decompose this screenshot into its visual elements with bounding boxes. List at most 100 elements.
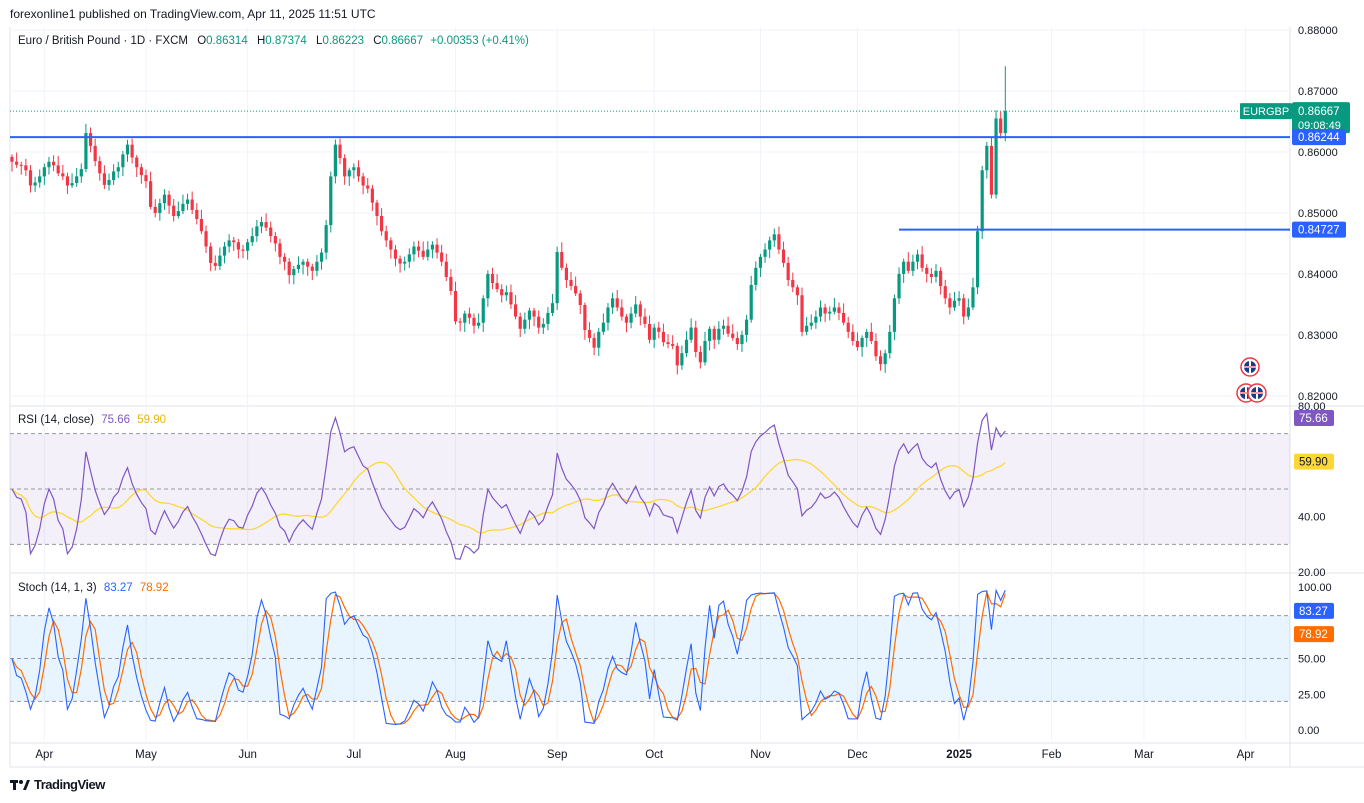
candle-body xyxy=(51,161,56,166)
candle-body xyxy=(735,337,739,345)
price-tick-label: 0.86000 xyxy=(1298,147,1338,159)
economic-events[interactable] xyxy=(1236,357,1267,403)
candle-body xyxy=(79,169,83,177)
candle-body xyxy=(398,258,402,264)
candle-body xyxy=(915,254,920,262)
tradingview-footer[interactable]: TradingView xyxy=(10,777,105,792)
candle-body xyxy=(287,261,291,276)
candle-body xyxy=(708,328,712,341)
candle-body xyxy=(467,313,471,318)
level-badge-bg xyxy=(1292,221,1346,238)
candle-body xyxy=(356,167,361,177)
candle-body xyxy=(15,161,19,165)
candle-body xyxy=(319,252,324,262)
rsi-series xyxy=(11,411,1006,560)
candle-body xyxy=(412,246,416,255)
candle-body xyxy=(805,325,809,332)
candle-body xyxy=(333,144,337,177)
candle-body xyxy=(837,307,841,313)
low-value: 0.86223 xyxy=(322,35,365,47)
candle-body xyxy=(855,340,860,348)
candle-body xyxy=(694,327,698,352)
candle-body xyxy=(352,167,356,171)
candle-body xyxy=(384,231,388,241)
candle-body xyxy=(65,176,70,186)
candle-body xyxy=(232,240,236,243)
candle-body xyxy=(28,170,33,186)
candle-body xyxy=(282,256,287,262)
candle-body xyxy=(763,249,767,257)
candle-body xyxy=(578,293,582,306)
candle-body xyxy=(84,133,88,170)
rsi-legend[interactable]: RSI (14, close) 75.66 59.90 xyxy=(18,414,166,426)
candle-body xyxy=(393,249,398,259)
candle-body xyxy=(740,334,744,345)
candle-body xyxy=(902,261,906,274)
candle-body xyxy=(962,298,966,317)
candle-body xyxy=(162,194,167,204)
rsi-line xyxy=(11,411,1006,560)
symbol-title[interactable]: Euro / British Pound · 1D · FXCM xyxy=(18,35,188,47)
candle-body xyxy=(463,313,467,323)
time-tick-label: Jul xyxy=(347,749,362,761)
candle-body xyxy=(680,353,684,366)
candle-body xyxy=(523,319,527,329)
candle-body xyxy=(934,270,938,277)
stoch-legend[interactable]: Stoch (14, 1, 3) 83.27 78.92 xyxy=(18,582,169,594)
candle-body xyxy=(758,256,763,268)
high-value: 0.87374 xyxy=(265,35,307,47)
candle-body xyxy=(227,240,231,247)
rsi-ma-line xyxy=(11,458,1006,534)
stoch-d-badge-bg xyxy=(1294,626,1334,643)
candle-body xyxy=(509,292,513,305)
candle-body xyxy=(615,298,619,308)
candle-body xyxy=(236,242,240,250)
candle-body xyxy=(925,267,929,274)
candle-body xyxy=(481,298,485,323)
candle-body xyxy=(158,203,162,213)
time-tick-label: Apr xyxy=(35,749,53,761)
candle-body xyxy=(629,313,633,323)
price-tick-label: 0.87000 xyxy=(1298,86,1338,98)
candle-body xyxy=(846,322,850,332)
candle-body xyxy=(754,267,758,285)
candle-body xyxy=(781,249,786,263)
price-tick-label: 0.88000 xyxy=(1298,25,1338,37)
candle-body xyxy=(564,267,568,281)
indicator-bands xyxy=(10,433,1290,702)
candle-body xyxy=(726,325,730,334)
candle-body xyxy=(477,322,481,326)
price-tick-label: 0.83000 xyxy=(1298,330,1338,342)
candle-body xyxy=(717,328,721,340)
candle-body xyxy=(744,319,749,335)
candle-body xyxy=(888,331,892,354)
candle-body xyxy=(643,316,647,324)
stoch-k-badge-value: 83.27 xyxy=(1299,606,1328,618)
candle-body xyxy=(657,327,661,332)
candle-body xyxy=(199,219,204,232)
candle-body xyxy=(486,273,490,299)
candle-body xyxy=(985,145,989,171)
candle-body xyxy=(343,158,347,177)
candle-body xyxy=(892,298,897,332)
candle-body xyxy=(791,280,795,288)
symbol-badge-bg xyxy=(1240,103,1292,120)
candle-body xyxy=(527,310,532,320)
candle-body xyxy=(500,289,504,296)
candle-body xyxy=(504,292,508,296)
candle-body xyxy=(749,284,753,320)
candle-body xyxy=(301,261,305,265)
candle-body xyxy=(777,234,781,250)
candle-body xyxy=(209,246,213,263)
stoch-tick-label: 50.00 xyxy=(1298,654,1326,666)
candle-body xyxy=(583,305,587,331)
candle-body xyxy=(1003,111,1007,134)
candle-body xyxy=(116,167,120,172)
price-badge-bg xyxy=(1292,102,1350,134)
rsi-legend-value: 75.66 xyxy=(101,414,131,426)
stoch-tick-label: 100.00 xyxy=(1298,582,1332,594)
level-badge-bg xyxy=(1292,129,1346,146)
low-label: L xyxy=(316,35,323,47)
candle-body xyxy=(878,356,883,365)
